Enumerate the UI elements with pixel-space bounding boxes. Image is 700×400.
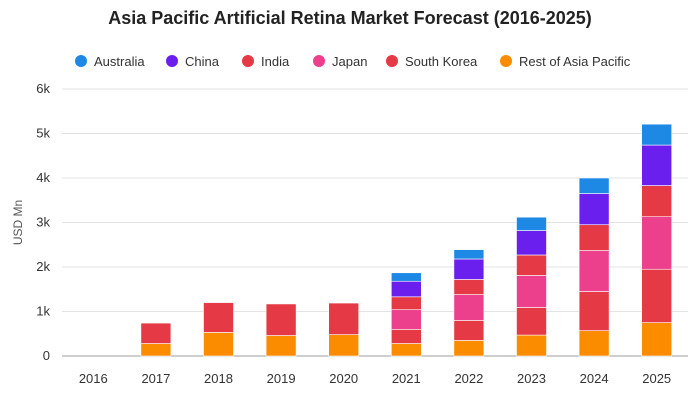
bar-segment [328,334,360,357]
bar-segment [578,330,610,357]
bar-segment [516,230,547,256]
bar-segment [453,294,485,321]
bars [140,123,673,357]
bar-segment [453,320,485,341]
legend-label: Rest of Asia Pacific [519,54,631,69]
legend-label: South Korea [405,54,478,69]
bar-segment [453,249,485,260]
bar-segment [516,334,547,357]
legend-marker [500,55,512,67]
bar-segment [516,307,547,336]
y-tick-label: 2k [36,259,50,274]
legend: Australia China India Japan South Korea Rest … [75,54,631,69]
x-tick-label: 2017 [141,371,170,386]
bar-segment [203,332,234,357]
bar-segment [390,309,422,330]
bar-segment [265,303,297,336]
bar-segment [390,343,422,357]
bar-segment [390,328,422,344]
bar-segment [140,343,172,357]
bar-segment [641,322,673,357]
bar-segment [516,254,547,276]
bar-segment [203,302,234,333]
bar-segment [516,275,547,308]
y-tick-label: 6k [36,81,50,96]
bar-segment [578,291,610,331]
bar-segment [453,340,485,357]
x-tick-label: 2021 [392,371,421,386]
legend-marker [75,55,87,67]
y-tick-label: 3k [36,215,50,230]
y-tick-label: 0 [43,348,50,363]
legend-label: China [185,54,220,69]
x-axis-ticks: 2016 2017 2018 2019 2020 2021 2022 2023 2024 2025 [79,371,671,386]
bar-segment [578,193,610,226]
legend-marker [386,55,398,67]
bar-segment [641,144,673,186]
legend-label: Australia [94,54,145,69]
bar-segment [578,224,610,251]
legend-marker [313,55,325,67]
bar-segment [390,272,422,282]
legend-marker [166,55,178,67]
y-tick-label: 4k [36,170,50,185]
x-tick-label: 2022 [454,371,483,386]
bar-segment [453,279,485,295]
x-tick-label: 2020 [329,371,358,386]
legend-label: India [261,54,290,69]
bar-segment [516,216,547,231]
chart-title: Asia Pacific Artificial Retina Market Fo… [108,8,592,28]
bar-segment [578,250,610,292]
bar-segment [641,123,673,146]
x-tick-label: 2023 [517,371,546,386]
x-tick-label: 2024 [580,371,609,386]
bar-segment [265,335,297,357]
legend-label: Japan [332,54,367,69]
bar-segment [641,216,673,270]
y-tick-label: 1k [36,304,50,319]
bar-segment [641,185,673,218]
x-tick-label: 2018 [204,371,233,386]
x-tick-label: 2025 [642,371,671,386]
bar-segment [641,268,673,323]
bar-segment [140,322,172,344]
bar-segment [390,280,422,298]
bar-segment [453,258,485,280]
y-axis-ticks: 0 1k 2k 3k 4k 5k 6k [36,81,50,363]
legend-marker [242,55,254,67]
x-tick-label: 2019 [267,371,296,386]
bar-segment [390,296,422,311]
y-tick-label: 5k [36,126,50,141]
bar-segment [578,177,610,194]
bar-segment [328,302,360,335]
x-tick-label: 2016 [79,371,108,386]
y-axis-label: USD Mn [11,200,25,245]
